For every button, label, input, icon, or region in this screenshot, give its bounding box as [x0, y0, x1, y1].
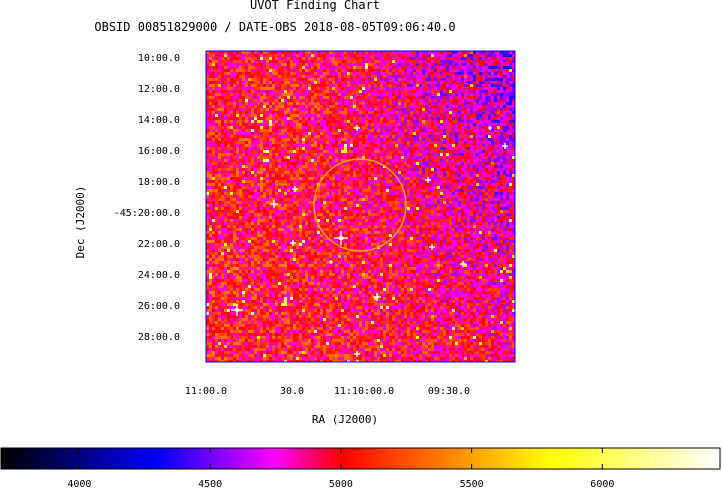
y-tick-label: 18:00.0	[138, 177, 180, 188]
chart-subtitle: OBSID 00851829000 / DATE-OBS 2018-08-05T…	[94, 20, 455, 34]
star-core	[356, 353, 358, 355]
sky-image-border	[205, 50, 516, 363]
y-tick-label: 14:00.0	[138, 115, 180, 126]
x-axis-ticks: 11:00.0 30.0 11:10:00.0 09:30.0	[185, 386, 470, 397]
colorbar-tick-label: 5500	[460, 479, 484, 489]
star-core	[356, 127, 358, 129]
x-tick-label: 09:30.0	[428, 386, 470, 397]
y-tick-label: 28:00.0	[138, 332, 180, 343]
star-core	[272, 202, 276, 206]
star-core	[427, 179, 429, 181]
sky-image-stars	[231, 125, 508, 357]
colorbar-tick-label: 6000	[590, 479, 614, 489]
x-axis-label: RA (J2000)	[312, 413, 378, 426]
y-axis-label: Dec (J2000)	[74, 186, 87, 259]
y-tick-label: 22:00.0	[138, 239, 180, 250]
star-core	[462, 263, 464, 265]
star-core	[330, 261, 332, 263]
star-core	[292, 242, 294, 244]
y-tick-label: 24:00.0	[138, 270, 180, 281]
chart-title: UVOT Finding Chart	[250, 0, 380, 12]
colorbar-tick-label: 4500	[198, 479, 222, 489]
x-tick-label: 11:00.0	[185, 386, 227, 397]
star-core	[235, 308, 239, 312]
y-tick-label: -45:20:00.0	[114, 208, 180, 219]
sky-image	[206, 51, 515, 362]
star-core	[489, 127, 491, 129]
y-tick-label: 26:00.0	[138, 301, 180, 312]
y-tick-label: 12:00.0	[138, 84, 180, 95]
star-core	[504, 145, 506, 147]
target-circle-marker	[313, 158, 407, 252]
y-tick-label: 16:00.0	[138, 146, 180, 157]
star-core	[431, 246, 433, 248]
colorbar-tick-label: 4000	[67, 479, 91, 489]
y-axis-ticks: 10:00.0 12:00.0 14:00.0 16:00.0 18:00.0 -45:2…	[114, 53, 180, 343]
star-core	[338, 235, 344, 241]
y-tick-label: 10:00.0	[138, 53, 180, 64]
colorbar-tick-label: 5000	[329, 479, 353, 489]
star-core	[294, 188, 296, 190]
star-core	[375, 295, 379, 299]
x-tick-label: 11:10:00.0	[334, 386, 394, 397]
x-tick-label: 30.0	[280, 386, 304, 397]
colorbar	[0, 447, 721, 470]
sky-image-noise	[206, 51, 515, 362]
colorbar-ticks: 4000 4500 5000 5500 6000	[67, 448, 614, 489]
